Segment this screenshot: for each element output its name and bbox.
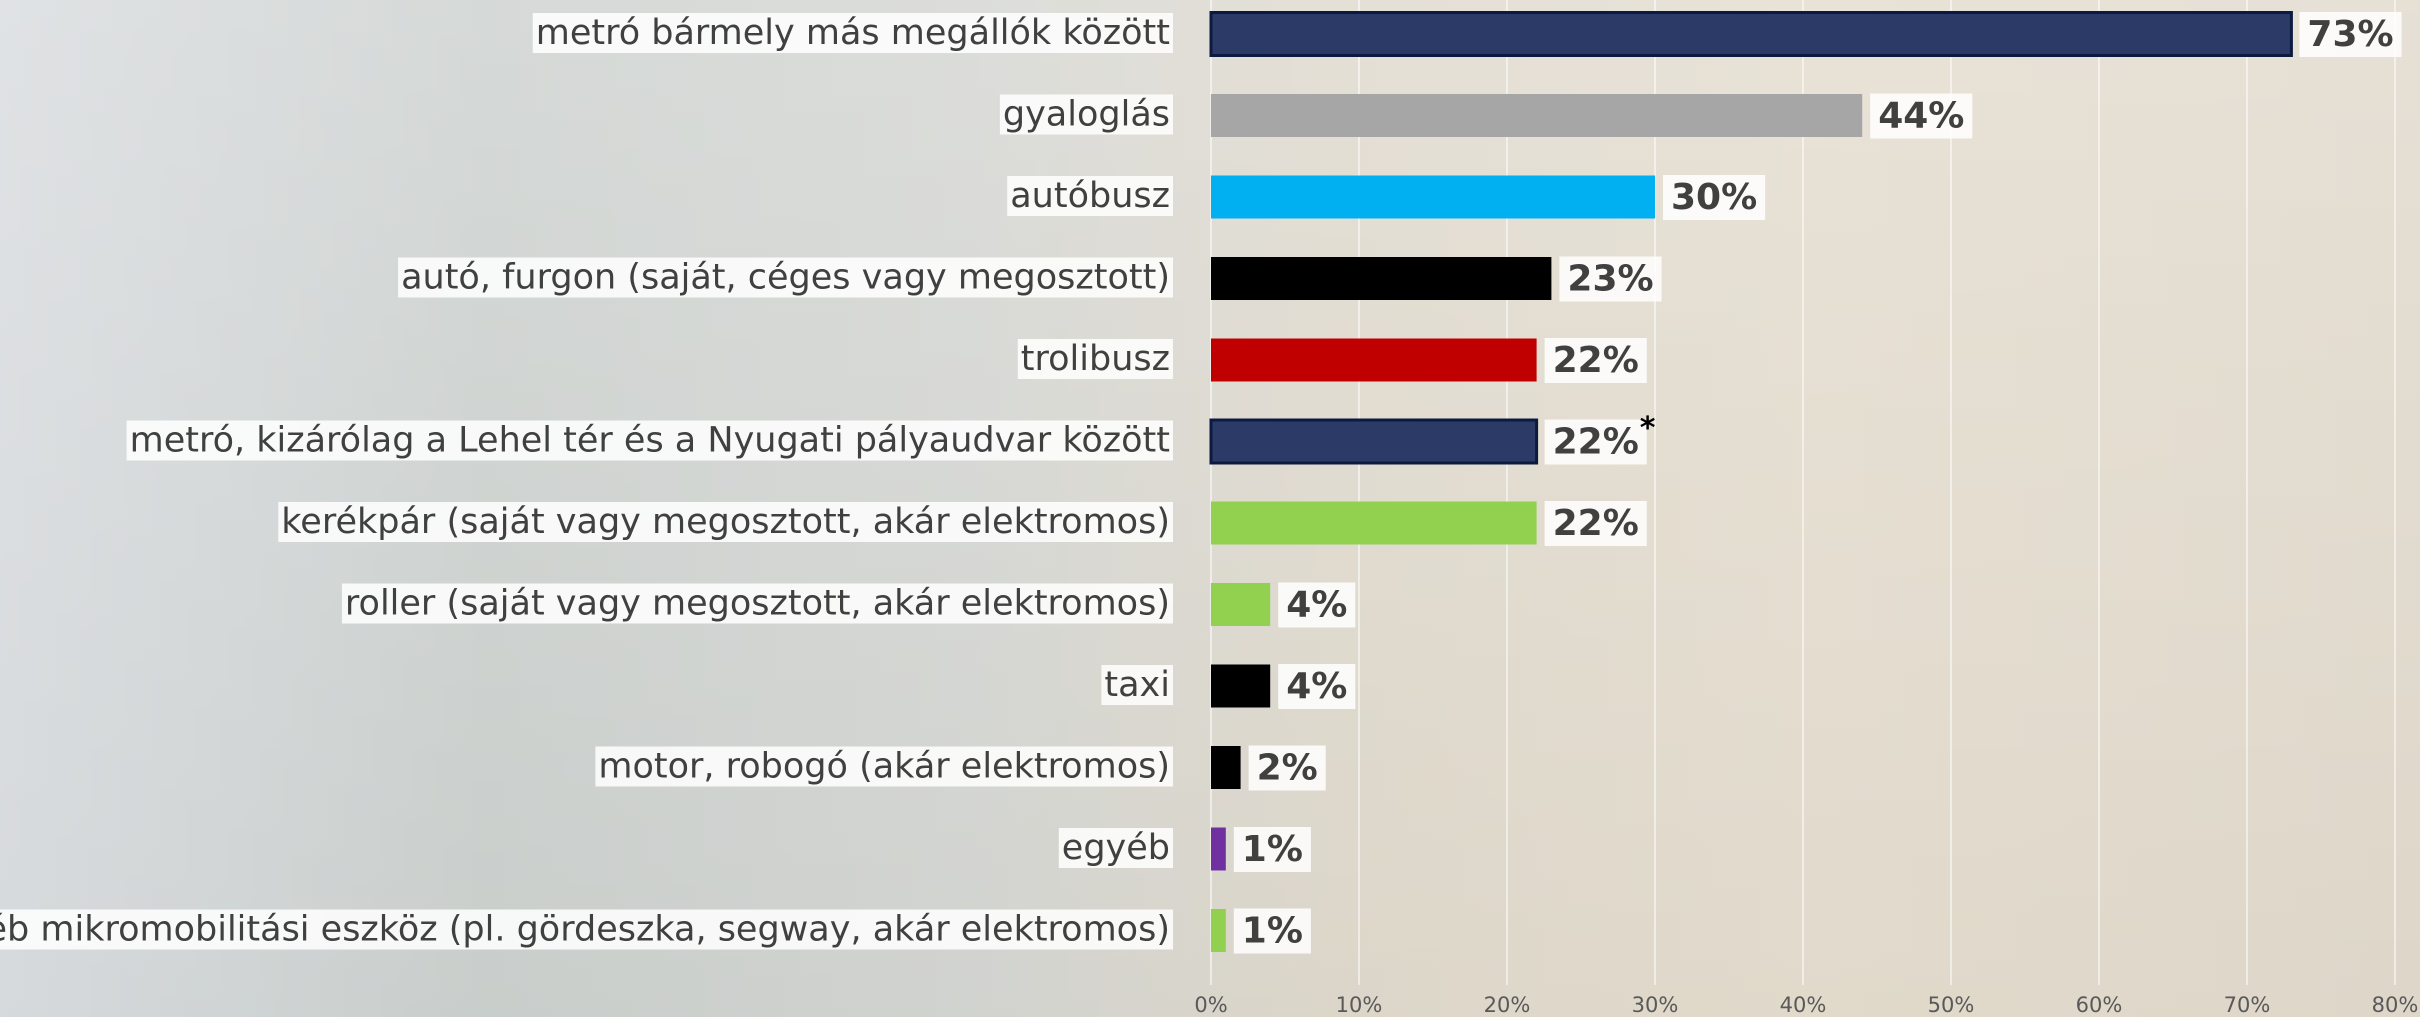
label-background: [999, 94, 1173, 135]
value-label-background: [1278, 582, 1356, 628]
value-label-background: [1544, 338, 1647, 383]
label-background: [1101, 665, 1173, 705]
bar: [1211, 746, 1241, 789]
value-label-background: [1559, 256, 1662, 302]
bar: [1211, 175, 1655, 219]
value-label: 1%: [1242, 829, 1303, 870]
bar: [1211, 909, 1226, 952]
category-label: taxi: [1104, 665, 1170, 705]
value-label: 4%: [1286, 585, 1347, 626]
value-label: 1%: [1242, 911, 1303, 952]
value-label-background: [1278, 664, 1356, 709]
value-label: 22%: [1553, 422, 1639, 463]
x-tick-label: 0%: [1194, 993, 1227, 1017]
x-tick-label: 80%: [2372, 993, 2419, 1017]
label-background: [1058, 828, 1173, 868]
value-label-background: [1233, 827, 1311, 872]
value-label: 4%: [1286, 666, 1347, 707]
label-background: [341, 583, 1173, 624]
value-label: 22%: [1553, 503, 1639, 544]
label-background: [278, 502, 1173, 542]
value-label-background: [1870, 93, 1973, 139]
value-label: 22%: [1553, 340, 1639, 381]
bar: [1211, 501, 1537, 545]
category-label: egyéb: [1062, 828, 1170, 868]
bar: [1211, 257, 1552, 300]
x-tick-label: 50%: [1928, 993, 1975, 1017]
category-label: autó, furgon (saját, céges vagy megoszto…: [401, 258, 1170, 298]
x-tick-label: 30%: [1632, 993, 1679, 1017]
value-label: 73%: [2307, 14, 2393, 55]
category-label: kerékpár (saját vagy megosztott, akár el…: [281, 502, 1170, 542]
value-label: 44%: [1878, 96, 1964, 137]
value-label-background: [1544, 501, 1647, 546]
label-background: [126, 420, 1173, 461]
bar: [1211, 664, 1271, 708]
annotation: *: [1640, 411, 1656, 446]
x-tick-label: 20%: [1484, 993, 1531, 1017]
category-label: egyéb mikromobilitási eszköz (pl. gördes…: [0, 910, 1170, 950]
bar: [1211, 338, 1537, 382]
label-background: [532, 13, 1173, 53]
x-tick-label: 40%: [1780, 993, 1827, 1017]
bar: [1211, 94, 1863, 137]
x-tick-label: 60%: [2076, 993, 2123, 1017]
value-label-background: [1544, 419, 1647, 465]
label-background: [595, 746, 1173, 787]
value-label-background: [1663, 175, 1766, 220]
category-label: motor, robogó (akár elektromos): [598, 747, 1170, 787]
label-background: [1017, 339, 1173, 379]
value-label: 2%: [1257, 748, 1318, 789]
category-label: metró bármely más megállók között: [536, 13, 1170, 53]
x-tick-label: 70%: [2224, 993, 2271, 1017]
bar: [1209, 418, 1539, 465]
label-background: [398, 257, 1173, 298]
category-label: trolibusz: [1021, 339, 1170, 379]
value-label: 30%: [1671, 177, 1757, 218]
category-label: roller (saját vagy megosztott, akár elek…: [345, 584, 1170, 624]
value-label-background: [1248, 745, 1326, 791]
label-background: [1007, 176, 1173, 216]
bar: [1211, 583, 1271, 626]
category-label: autóbusz: [1010, 176, 1170, 216]
category-label: metró, kizárólag a Lehel tér és a Nyugat…: [130, 421, 1170, 461]
value-label: 23%: [1567, 259, 1653, 300]
label-background: [0, 909, 1173, 950]
bar: [1211, 827, 1226, 871]
value-label-background: [2299, 12, 2402, 57]
category-label: gyaloglás: [1003, 95, 1170, 135]
bar: [1209, 11, 2293, 57]
grid: [1210, 0, 2396, 985]
x-tick-label: 10%: [1336, 993, 1383, 1017]
value-label-background: [1233, 908, 1311, 954]
